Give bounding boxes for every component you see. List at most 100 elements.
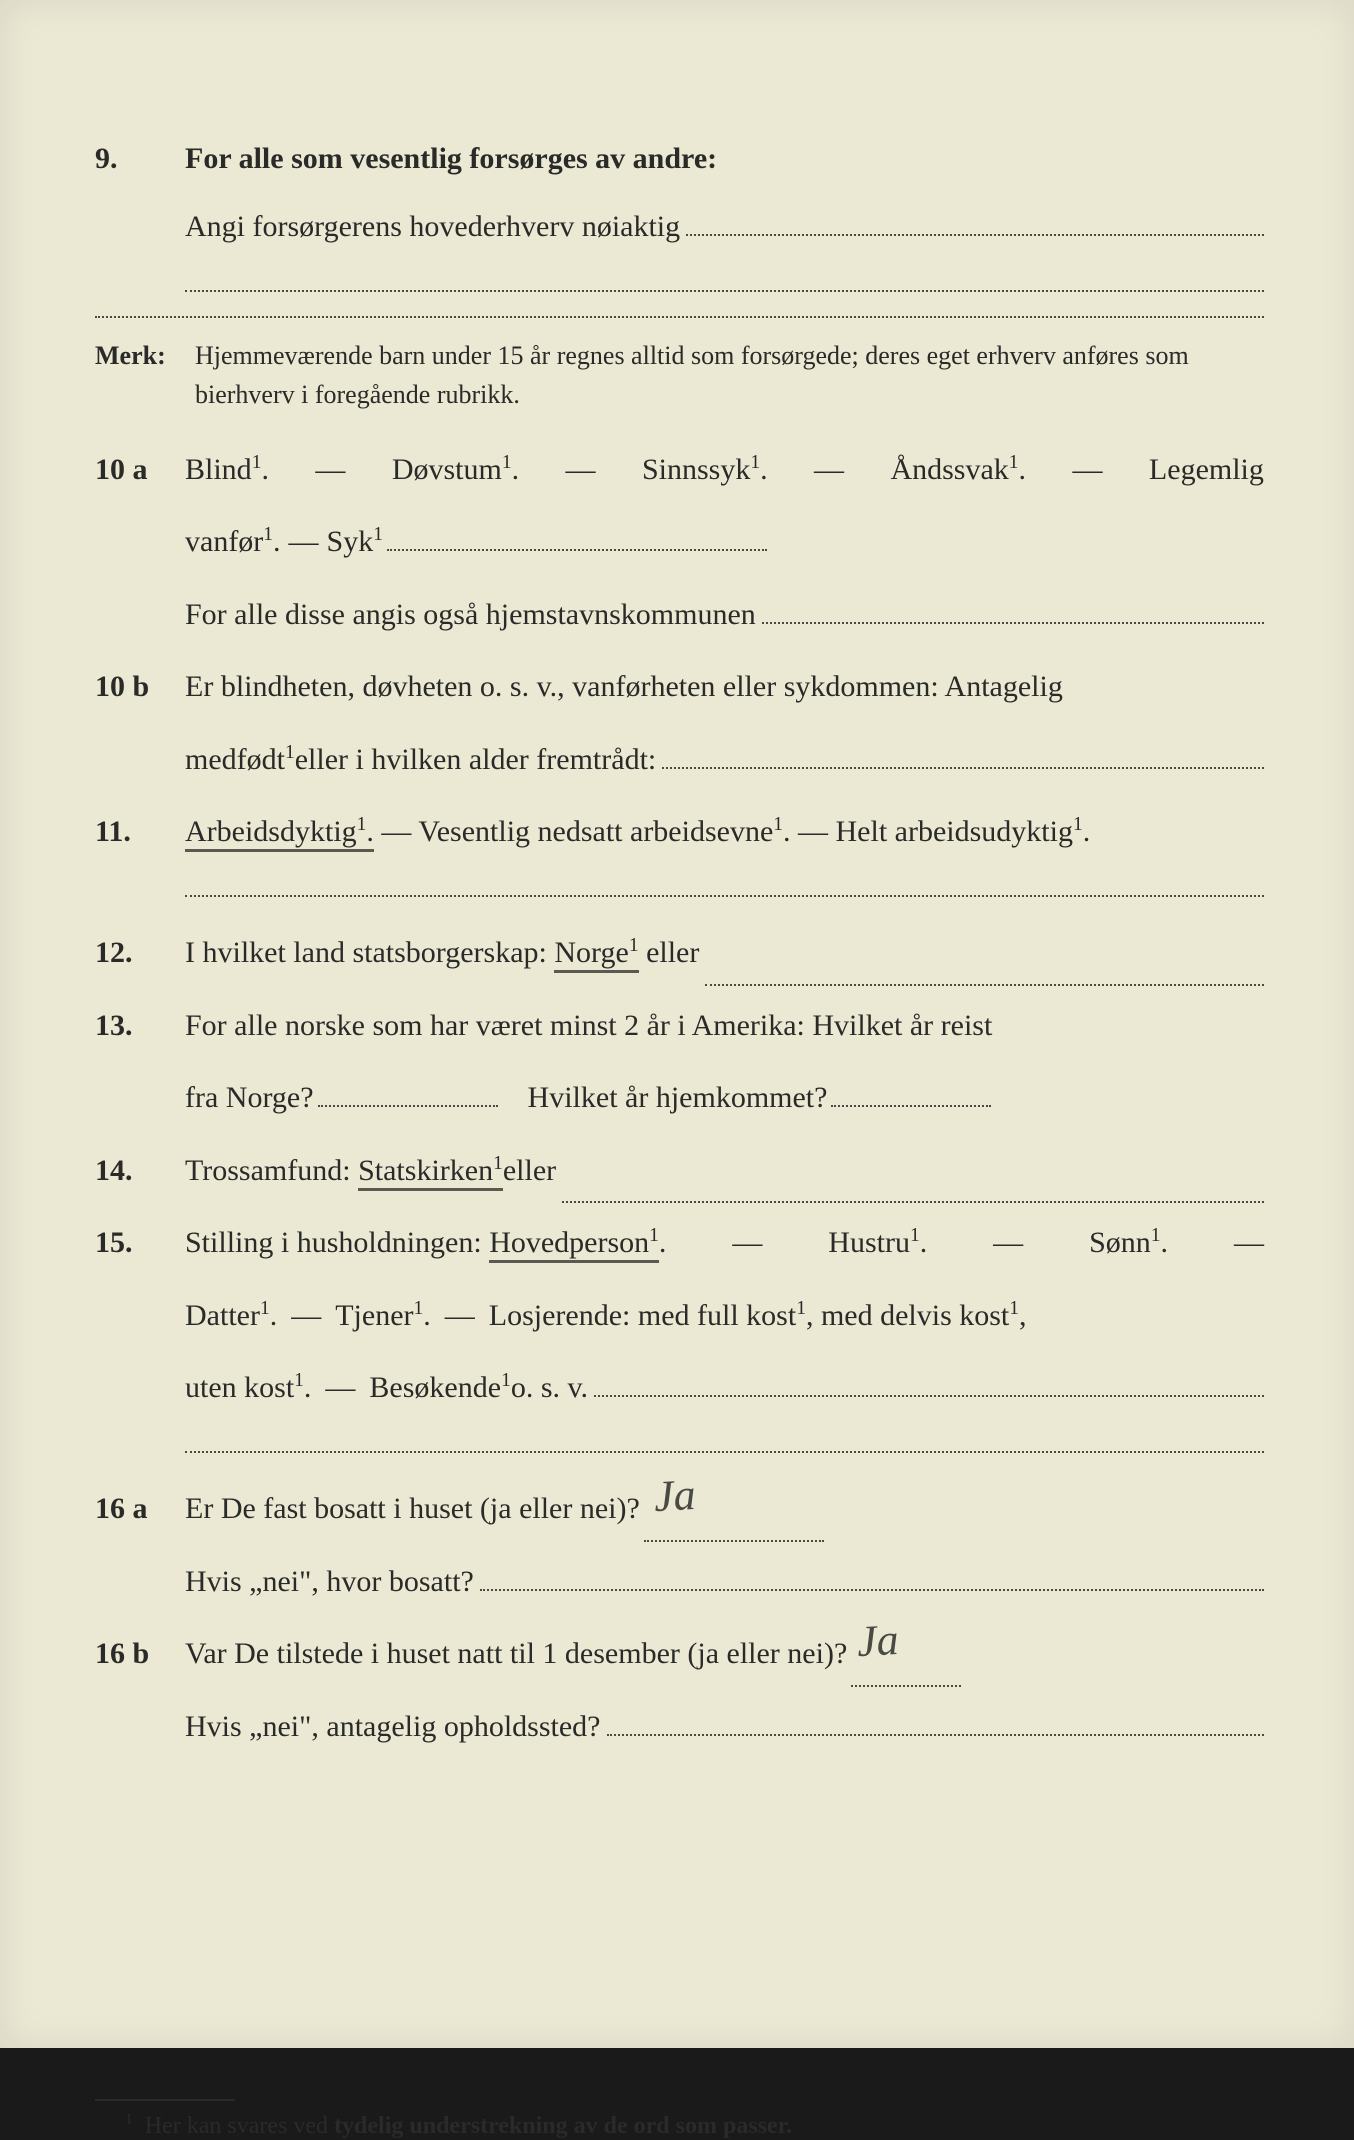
- q10b-medfodt: medfødt1: [185, 728, 295, 793]
- q9-row: 9. For alle som vesentlig forsørges av a…: [95, 130, 1264, 187]
- q13-row1: 13. For alle norske som har været minst …: [95, 994, 1264, 1059]
- q13-number: 13.: [95, 994, 185, 1059]
- q16a-content: Er De fast bosatt i huset (ja eller nei)…: [185, 1477, 1264, 1542]
- q16b-line2: Hvis „nei", antagelig opholdssted?: [185, 1695, 601, 1760]
- q12-eller: eller: [646, 921, 699, 986]
- q10a-opt-andssvak: Åndssvak1.: [890, 438, 1026, 503]
- q15-utenkost: uten kost1.: [185, 1356, 311, 1421]
- q16a-answer: Ja: [651, 1448, 697, 1545]
- q9-title: For alle som vesentlig forsørges av andr…: [185, 130, 1264, 187]
- q12-blank: [705, 921, 1264, 986]
- q16b-content: Var De tilstede i huset natt til 1 desem…: [185, 1622, 1264, 1687]
- q15-blank: [594, 1395, 1264, 1397]
- footnote-marker: 1: [125, 2111, 133, 2128]
- q11-opt1: Arbeidsdyktig1.: [185, 815, 374, 852]
- q16b-row2: Hvis „nei", antagelig opholdssted?: [185, 1695, 1264, 1760]
- q9-line2-text: Angi forsørgerens hovederhverv nøiaktig: [185, 195, 680, 260]
- q10a-line3-blank: [762, 622, 1264, 624]
- q10b-text2b: eller i hvilken alder fremtrådt:: [295, 728, 657, 793]
- q14-statskirken: Statskirken1: [351, 1139, 503, 1204]
- q10a-opt-legemlig: Legemlig: [1149, 438, 1264, 503]
- q15-datter: Datter1.: [185, 1284, 277, 1349]
- q10b-row1: 10 b Er blindheten, døvheten o. s. v., v…: [95, 655, 1264, 720]
- q13-blank2: [831, 1105, 991, 1107]
- q10b-text1: Er blindheten, døvheten o. s. v., vanfør…: [185, 655, 1264, 720]
- q15-losjerende: Losjerende: med full kost1, med delvis k…: [489, 1284, 1027, 1349]
- q16a-line2: Hvis „nei", hvor bosatt?: [185, 1550, 474, 1615]
- q15-row1: 15. Stilling i husholdningen: Hovedperso…: [95, 1211, 1264, 1276]
- q10a-number: 10 a: [95, 438, 185, 503]
- q15-text: Stilling i husholdningen:: [185, 1226, 489, 1259]
- merk-text: Hjemmeværende barn under 15 år regnes al…: [195, 336, 1264, 414]
- q15-content: Stilling i husholdningen: Hovedperson1. …: [185, 1211, 1264, 1276]
- q13-blank1: [318, 1105, 498, 1107]
- q16a-number: 16 a: [95, 1477, 185, 1542]
- q11-row: 11. Arbeidsdyktig1. — Vesentlig nedsatt …: [95, 800, 1264, 865]
- q11-number: 11.: [95, 800, 185, 865]
- q11-opt3: Helt arbeidsudyktig1.: [836, 815, 1091, 848]
- footnote-text: Her kan svares ved tydelig understreknin…: [145, 2113, 792, 2139]
- q9-line2: Angi forsørgerens hovederhverv nøiaktig: [185, 195, 1264, 260]
- q16a-row1: 16 a Er De fast bosatt i huset (ja eller…: [95, 1477, 1264, 1542]
- q9-blank: [686, 234, 1264, 236]
- q14-eller: eller: [503, 1139, 556, 1204]
- q14-row: 14. Trossamfund: Statskirken1 eller: [95, 1139, 1264, 1204]
- q10a-row3: For alle disse angis også hjemstavnskomm…: [185, 583, 1264, 648]
- q10b-row2: medfødt1 eller i hvilken alder fremtrådt…: [185, 728, 1264, 793]
- q10a-row2: vanfør1. — Syk1: [185, 510, 1264, 575]
- q12-row: 12. I hvilket land statsborgerskap: Norg…: [95, 921, 1264, 986]
- q15-number: 15.: [95, 1211, 185, 1276]
- q15-hustru: Hustru1.: [828, 1211, 927, 1276]
- q11-opt2: Vesentlig nedsatt arbeidsevne1.: [418, 815, 790, 848]
- q14-number: 14.: [95, 1139, 185, 1204]
- q10b-number: 10 b: [95, 655, 185, 720]
- q15-besokende: Besøkende1: [369, 1356, 510, 1421]
- q10a-row1: 10 a Blind1. — Døvstum1. — Sinnssyk1. — …: [95, 438, 1264, 503]
- divider-1: [95, 316, 1264, 318]
- footnote: 1 Her kan svares ved tydelig understrekn…: [125, 2111, 1264, 2140]
- q11-content: Arbeidsdyktig1. — Vesentlig nedsatt arbe…: [185, 800, 1264, 865]
- q12-text: I hvilket land statsborgerskap:: [185, 921, 547, 986]
- q13-q2: Hvilket år hjemkommet?: [528, 1066, 828, 1131]
- q16b-answer: Ja: [855, 1593, 901, 1690]
- merk-row: Merk: Hjemmeværende barn under 15 år reg…: [95, 336, 1264, 414]
- footnote-rule: [95, 2099, 235, 2101]
- q11-blank-line: [185, 875, 1264, 897]
- q16a-answer-blank: Ja: [644, 1477, 824, 1542]
- q16b-number: 16 b: [95, 1622, 185, 1687]
- q9-blank-line: [185, 270, 1264, 292]
- q14-content: Trossamfund: Statskirken1 eller: [185, 1139, 1264, 1204]
- q16a-row2: Hvis „nei", hvor bosatt?: [185, 1550, 1264, 1615]
- q12-content: I hvilket land statsborgerskap: Norge1 e…: [185, 921, 1264, 986]
- q15-row2: Datter1. — Tjener1. — Losjerende: med fu…: [185, 1284, 1264, 1349]
- q15-tjener: Tjener1.: [335, 1284, 431, 1349]
- q15-osv: o. s. v.: [511, 1356, 588, 1421]
- q16b-answer-blank: Ja: [851, 1622, 961, 1687]
- census-form-page: 9. For alle som vesentlig forsørges av a…: [0, 0, 1354, 2048]
- q9-number: 9.: [95, 130, 185, 187]
- q13-line1: For alle norske som har været minst 2 år…: [185, 994, 1264, 1059]
- q15-row3: uten kost1. — Besøkende1 o. s. v.: [185, 1356, 1264, 1421]
- q10a-vanfor: vanfør1.: [185, 510, 281, 575]
- q15-sonn: Sønn1.: [1089, 1211, 1168, 1276]
- q10a-opt-dovstum: Døvstum1.: [392, 438, 519, 503]
- q10a-syk-blank: [387, 549, 767, 551]
- q10a-syk: Syk1: [327, 510, 383, 575]
- q14-blank: [562, 1139, 1264, 1204]
- q14-text: Trossamfund:: [185, 1139, 351, 1204]
- q10a-opt-sinnssyk: Sinnssyk1.: [642, 438, 768, 503]
- q16b-blank2: [607, 1734, 1265, 1736]
- q15-hovedperson: Hovedperson1: [489, 1226, 659, 1263]
- q12-norge: Norge1: [547, 921, 646, 986]
- q10a-opt-blind: Blind1.: [185, 438, 269, 503]
- q16b-row1: 16 b Var De tilstede i huset natt til 1 …: [95, 1622, 1264, 1687]
- q16b-q: Var De tilstede i huset natt til 1 desem…: [185, 1622, 847, 1687]
- q16a-q: Er De fast bosatt i huset (ja eller nei)…: [185, 1477, 640, 1542]
- q12-number: 12.: [95, 921, 185, 986]
- q10a-line3: For alle disse angis også hjemstavnskomm…: [185, 583, 756, 648]
- q13-row2: fra Norge? Hvilket år hjemkommet?: [185, 1066, 1264, 1131]
- q10b-blank: [662, 767, 1264, 769]
- q13-q1: fra Norge?: [185, 1066, 314, 1131]
- q15-blank-line: [185, 1431, 1264, 1453]
- q16a-blank2: [480, 1589, 1264, 1591]
